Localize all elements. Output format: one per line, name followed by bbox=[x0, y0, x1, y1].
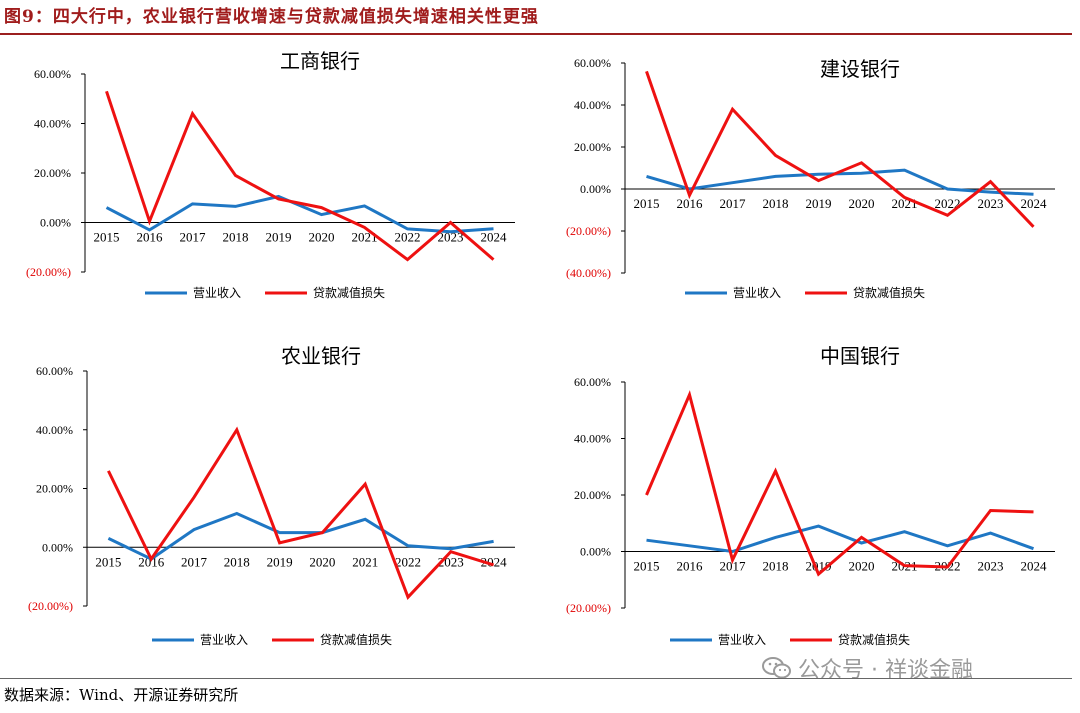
figure-title: 图9：四大行中，农业银行营收增速与贷款减值损失增速相关性更强 bbox=[4, 7, 539, 27]
x-tick-label: 2024 bbox=[481, 230, 508, 245]
x-tick-label: 2021 bbox=[352, 554, 378, 569]
chart-panel-boc: 中国银行 (20.00%) 0.00% 20.00% 40.00% 60.00% 2015 2… bbox=[540, 338, 1070, 658]
x-tick-label: 2017 bbox=[180, 230, 207, 245]
x-tick-label: 2024 bbox=[481, 554, 508, 569]
x-tick-label: 2015 bbox=[634, 559, 660, 574]
x-tick-label: 2024 bbox=[1021, 196, 1048, 211]
x-tick-label: 2023 bbox=[438, 230, 464, 245]
legend-label: 贷款减值损失 bbox=[313, 285, 385, 300]
x-tick-label: 2015 bbox=[94, 230, 120, 245]
source-divider bbox=[0, 678, 1072, 679]
source-note: 数据来源：Wind、开源证券研究所 bbox=[4, 686, 239, 704]
x-tick-label: 2017 bbox=[720, 559, 747, 574]
x-tick-label: 2019 bbox=[267, 554, 293, 569]
x-tick-label: 2018 bbox=[763, 559, 789, 574]
chart-panel-icbc: 工商银行 (20.00%) 0.00% 20.00% 40.00% 60.00% 2015 2… bbox=[0, 40, 530, 360]
title-divider bbox=[0, 33, 1072, 35]
y-tick-label: 60.00% bbox=[36, 364, 73, 378]
series-line-revenue bbox=[646, 168, 1034, 196]
chart-svg: 工商银行 (20.00%) 0.00% 20.00% 40.00% 60.00% 2015 2… bbox=[26, 49, 515, 300]
chart-svg: 建设银行 (40.00%) (20.00%) 0.00% 20.00% 40.00% 60.… bbox=[566, 56, 1055, 300]
x-tick-label: 2024 bbox=[1021, 559, 1048, 574]
y-tick-label: 0.00% bbox=[40, 216, 71, 230]
chart-svg: 农业银行 (20.00%) 0.00% 20.00% 40.00% 60.00% 2015 2… bbox=[28, 344, 515, 647]
y-tick-label: 40.00% bbox=[574, 432, 611, 446]
series-line-impairment bbox=[645, 70, 1035, 228]
y-tick-label: 60.00% bbox=[574, 375, 611, 389]
x-tick-label: 2020 bbox=[309, 230, 335, 245]
legend-label: 贷款减值损失 bbox=[853, 285, 925, 300]
x-tick-label: 2016 bbox=[677, 196, 704, 211]
legend-label: 营业收入 bbox=[718, 633, 766, 647]
series-line-impairment bbox=[107, 426, 495, 600]
y-tick-label: 0.00% bbox=[580, 545, 611, 559]
x-tick-label: 2016 bbox=[138, 554, 165, 569]
x-tick-label: 2018 bbox=[224, 554, 250, 569]
series-line-impairment bbox=[105, 90, 495, 262]
chart-title: 建设银行 bbox=[820, 57, 900, 81]
x-tick-label: 2018 bbox=[223, 230, 249, 245]
x-tick-label: 2019 bbox=[266, 230, 292, 245]
y-tick-label: (20.00%) bbox=[26, 265, 71, 279]
y-tick-label: 20.00% bbox=[574, 140, 611, 154]
x-tick-label: 2020 bbox=[849, 196, 875, 211]
x-tick-label: 2015 bbox=[634, 196, 660, 211]
chart-svg: 中国银行 (20.00%) 0.00% 20.00% 40.00% 60.00% 2015 2… bbox=[566, 344, 1055, 647]
chart-panel-abc: 农业银行 (20.00%) 0.00% 20.00% 40.00% 60.00% 2015 2… bbox=[0, 338, 530, 658]
y-tick-label: (20.00%) bbox=[566, 224, 611, 238]
y-tick-label: 20.00% bbox=[34, 166, 71, 180]
legend-label: 营业收入 bbox=[200, 633, 248, 647]
y-tick-label: 0.00% bbox=[580, 182, 611, 196]
y-tick-label: (20.00%) bbox=[566, 601, 611, 615]
chart-title: 工商银行 bbox=[280, 49, 360, 73]
y-tick-label: 20.00% bbox=[36, 482, 73, 496]
series-line-revenue bbox=[105, 194, 494, 234]
y-tick-label: 20.00% bbox=[574, 488, 611, 502]
x-tick-label: 2019 bbox=[806, 196, 832, 211]
x-tick-label: 2023 bbox=[978, 559, 1004, 574]
series-line-impairment bbox=[645, 390, 1034, 577]
x-tick-label: 2015 bbox=[95, 554, 121, 569]
x-tick-label: 2020 bbox=[309, 554, 335, 569]
legend-label: 营业收入 bbox=[733, 286, 781, 300]
x-tick-label: 2018 bbox=[763, 196, 789, 211]
chart-panel-ccb: 建设银行 (40.00%) (20.00%) 0.00% 20.00% 40.00% 60.… bbox=[540, 40, 1070, 360]
y-tick-label: 40.00% bbox=[36, 423, 73, 437]
x-tick-label: 2023 bbox=[978, 196, 1004, 211]
legend-label: 贷款减值损失 bbox=[320, 632, 392, 647]
chart-title: 中国银行 bbox=[820, 344, 900, 368]
watermark-text: 公众号 · 祥谈金融 bbox=[798, 658, 973, 683]
x-tick-label: 2022 bbox=[395, 230, 421, 245]
x-tick-label: 2017 bbox=[181, 554, 208, 569]
y-tick-label: (40.00%) bbox=[566, 266, 611, 280]
x-tick-label: 2016 bbox=[137, 230, 164, 245]
watermark: 公众号 · 祥谈金融 bbox=[762, 652, 973, 684]
series-line-revenue bbox=[107, 511, 494, 561]
y-tick-label: (20.00%) bbox=[28, 599, 73, 613]
legend-label: 营业收入 bbox=[193, 286, 241, 300]
x-tick-label: 2022 bbox=[935, 196, 961, 211]
y-tick-label: 40.00% bbox=[34, 117, 71, 131]
y-tick-label: 60.00% bbox=[574, 56, 611, 70]
y-tick-label: 40.00% bbox=[574, 98, 611, 112]
legend-label: 贷款减值损失 bbox=[838, 632, 910, 647]
y-tick-label: 60.00% bbox=[34, 67, 71, 81]
wechat-icon bbox=[762, 657, 791, 679]
chart-title: 农业银行 bbox=[281, 344, 361, 368]
x-tick-label: 2016 bbox=[677, 559, 704, 574]
x-tick-label: 2021 bbox=[352, 230, 378, 245]
x-tick-label: 2020 bbox=[849, 559, 875, 574]
x-tick-label: 2022 bbox=[395, 554, 421, 569]
y-tick-label: 0.00% bbox=[42, 540, 73, 554]
x-tick-label: 2017 bbox=[720, 196, 747, 211]
